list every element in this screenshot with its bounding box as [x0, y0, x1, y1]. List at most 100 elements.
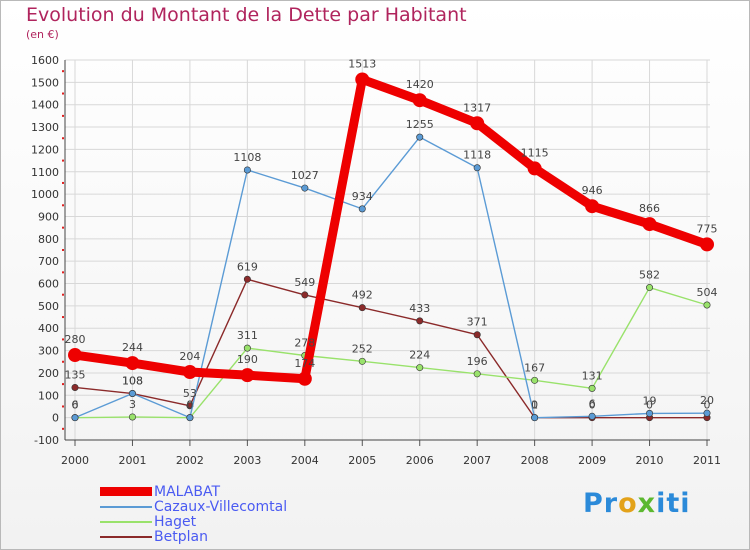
- series-line-malabat: [70, 74, 712, 384]
- data-point: [527, 161, 542, 176]
- legend-swatch: [100, 487, 152, 496]
- x-tick-label: 2001: [118, 454, 146, 467]
- data-point: [416, 317, 424, 325]
- x-tick-label: 2008: [521, 454, 549, 467]
- data-point: [128, 390, 136, 398]
- x-tick-label: 2005: [348, 454, 376, 467]
- data-label: 1108: [233, 151, 261, 164]
- data-label: 1513: [348, 57, 376, 70]
- y-tick-label: 1100: [31, 166, 59, 179]
- data-label: 0: [72, 399, 79, 412]
- data-point: [355, 72, 370, 87]
- data-label: 190: [237, 353, 258, 366]
- x-tick-label: 2000: [61, 454, 89, 467]
- data-point: [531, 414, 539, 422]
- data-point: [71, 383, 79, 391]
- legend-label: MALABAT: [154, 483, 221, 500]
- data-point: [301, 291, 309, 299]
- y-tick-label: 200: [38, 367, 59, 380]
- legend: MALABAT Cazaux-Villecomtal Haget Betplan: [100, 484, 287, 544]
- chart-title: Evolution du Montant de la Dette par Hab…: [26, 4, 467, 26]
- data-label: 53: [183, 387, 197, 400]
- legend-item: Haget: [100, 514, 287, 529]
- data-point: [68, 348, 82, 363]
- legend-swatch: [100, 505, 152, 508]
- y-tick-label: 100: [38, 389, 59, 402]
- data-label: 775: [697, 222, 718, 235]
- legend-item: Cazaux-Villecomtal: [100, 499, 287, 514]
- y-tick-label: 900: [38, 210, 59, 223]
- y-tick-label: 1200: [31, 143, 59, 156]
- y-tick-label: 1300: [31, 121, 59, 134]
- y-tick-label: 1500: [31, 76, 59, 89]
- data-label: 433: [409, 302, 430, 315]
- data-point: [182, 365, 197, 380]
- data-point: [588, 384, 596, 392]
- data-point: [473, 370, 481, 378]
- data-label: 1420: [406, 78, 434, 91]
- series-line-haget: [74, 286, 708, 419]
- data-point: [470, 116, 485, 131]
- x-tick-label: 2011: [693, 454, 721, 467]
- y-tick-label: 400: [38, 322, 59, 335]
- legend-swatch: [100, 520, 152, 523]
- proxiti-logo: Proxiti: [583, 488, 691, 519]
- series-line-cazaux-villecomtal: [74, 136, 708, 419]
- data-label: 866: [639, 202, 660, 215]
- data-point: [186, 414, 194, 422]
- data-label: 946: [582, 184, 603, 197]
- data-label: 582: [639, 269, 660, 282]
- data-label: 1027: [291, 169, 319, 182]
- y-tick-label: 600: [38, 278, 59, 291]
- data-label: 0: [186, 399, 193, 412]
- data-point: [297, 371, 312, 386]
- data-point: [128, 413, 136, 421]
- y-tick-label: -100: [34, 434, 59, 447]
- legend-swatch: [100, 535, 152, 538]
- legend-item: Betplan: [100, 529, 287, 544]
- data-label: 311: [237, 329, 258, 342]
- data-point: [358, 357, 366, 365]
- x-tick-label: 2003: [233, 454, 261, 467]
- data-point: [358, 304, 366, 312]
- x-tick-label: 2010: [636, 454, 664, 467]
- data-point: [416, 364, 424, 372]
- x-tick-label: 2004: [291, 454, 319, 467]
- data-point: [412, 93, 427, 108]
- data-label: 131: [582, 369, 603, 382]
- y-tick-label: 0: [52, 412, 59, 425]
- data-label: 1317: [463, 101, 491, 114]
- data-point: [473, 164, 481, 172]
- data-point: [585, 199, 600, 214]
- data-point: [703, 301, 711, 309]
- data-label: 1115: [521, 146, 549, 159]
- data-point: [588, 412, 596, 420]
- y-tick-label: 500: [38, 300, 59, 313]
- data-label: 619: [237, 260, 258, 273]
- data-point: [71, 414, 79, 422]
- x-tick-label: 2007: [463, 454, 491, 467]
- data-point: [301, 184, 309, 192]
- data-point: [646, 284, 654, 292]
- data-point: [700, 237, 714, 252]
- data-label: 252: [352, 342, 373, 355]
- data-label: 1: [531, 399, 538, 412]
- y-tick-label: 300: [38, 345, 59, 358]
- data-point: [703, 409, 711, 417]
- data-label: 0: [646, 399, 653, 412]
- chart-subtitle: (en €): [26, 28, 59, 41]
- data-point: [243, 344, 251, 352]
- data-label: 244: [122, 341, 143, 354]
- y-tick-label: 1400: [31, 99, 59, 112]
- data-label: 0: [186, 399, 193, 412]
- x-tick-label: 2002: [176, 454, 204, 467]
- data-label: 934: [352, 190, 373, 203]
- data-label: 504: [697, 286, 718, 299]
- data-label: 108: [122, 375, 143, 388]
- y-tick-label: 1000: [31, 188, 59, 201]
- data-point: [473, 331, 481, 339]
- legend-label: Cazaux-Villecomtal: [154, 498, 288, 515]
- data-label: 204: [179, 350, 200, 363]
